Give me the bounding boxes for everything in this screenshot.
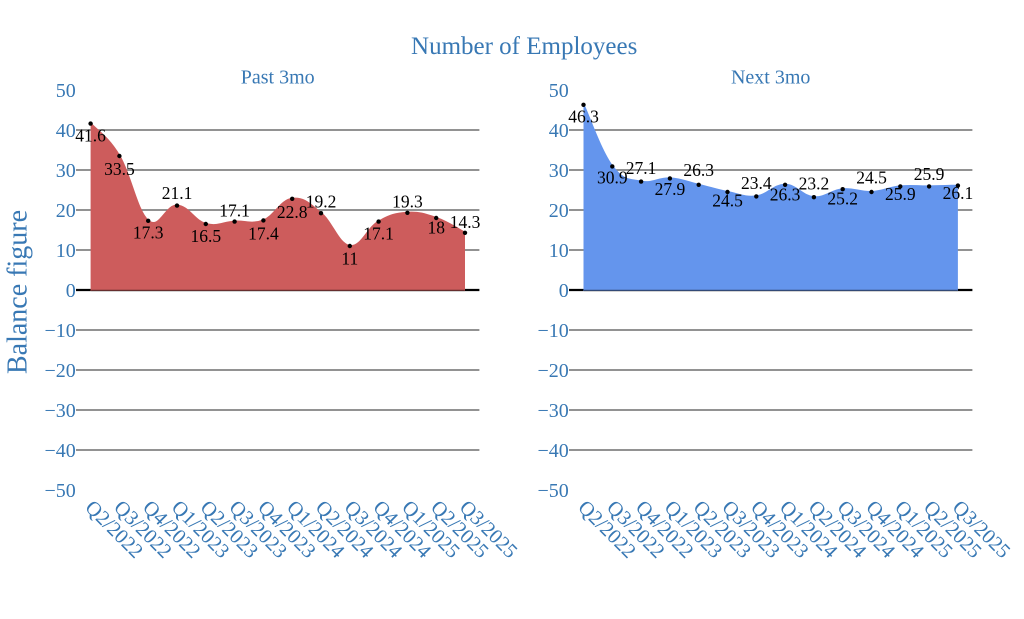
svg-text:25.2: 25.2 [827, 189, 858, 209]
svg-text:17.4: 17.4 [248, 223, 279, 243]
svg-text:41.6: 41.6 [75, 126, 106, 146]
svg-text:−40: −40 [45, 440, 76, 462]
svg-text:11: 11 [341, 248, 358, 268]
svg-text:Balance figure: Balance figure [3, 210, 34, 374]
svg-text:22.8: 22.8 [277, 202, 308, 222]
svg-text:27.1: 27.1 [626, 158, 657, 178]
svg-text:Number of Employees: Number of Employees [411, 33, 637, 60]
svg-text:17.1: 17.1 [363, 224, 394, 244]
svg-text:21.1: 21.1 [162, 183, 193, 203]
svg-text:17.3: 17.3 [133, 222, 164, 242]
svg-text:30: 30 [549, 160, 569, 182]
svg-text:17.1: 17.1 [219, 201, 250, 221]
svg-text:−20: −20 [45, 360, 76, 382]
svg-text:23.4: 23.4 [741, 173, 772, 193]
svg-text:14.3: 14.3 [450, 212, 481, 232]
svg-text:20: 20 [549, 200, 569, 222]
svg-text:10: 10 [56, 240, 76, 262]
svg-text:27.9: 27.9 [655, 179, 686, 199]
svg-text:50: 50 [56, 80, 76, 102]
svg-text:26.3: 26.3 [770, 185, 801, 205]
svg-text:−30: −30 [538, 400, 569, 422]
svg-text:23.2: 23.2 [799, 174, 830, 194]
svg-text:−40: −40 [538, 440, 569, 462]
svg-text:33.5: 33.5 [104, 159, 135, 179]
svg-text:−10: −10 [538, 320, 569, 342]
svg-text:−30: −30 [45, 400, 76, 422]
svg-text:24.5: 24.5 [712, 190, 743, 210]
svg-text:−50: −50 [538, 480, 569, 502]
svg-text:19.2: 19.2 [306, 192, 337, 212]
svg-text:Past 3mo: Past 3mo [241, 67, 315, 89]
svg-text:25.9: 25.9 [885, 184, 916, 204]
svg-text:25.9: 25.9 [914, 164, 945, 184]
svg-text:26.3: 26.3 [683, 160, 714, 180]
svg-text:0: 0 [559, 280, 569, 302]
svg-text:24.5: 24.5 [856, 168, 887, 188]
svg-text:20: 20 [56, 200, 76, 222]
svg-text:30.9: 30.9 [597, 168, 628, 188]
svg-text:16.5: 16.5 [190, 226, 221, 246]
svg-text:18: 18 [427, 218, 445, 238]
svg-text:40: 40 [549, 120, 569, 142]
svg-text:−20: −20 [538, 360, 569, 382]
svg-text:30: 30 [56, 160, 76, 182]
svg-text:26.1: 26.1 [943, 183, 974, 203]
svg-text:−10: −10 [45, 320, 76, 342]
svg-text:50: 50 [549, 80, 569, 102]
svg-text:46.3: 46.3 [568, 107, 599, 127]
svg-text:10: 10 [549, 240, 569, 262]
svg-text:19.3: 19.3 [392, 192, 423, 212]
svg-text:40: 40 [56, 120, 76, 142]
svg-text:Next 3mo: Next 3mo [731, 67, 810, 89]
svg-text:−50: −50 [45, 480, 76, 502]
svg-text:0: 0 [66, 280, 76, 302]
